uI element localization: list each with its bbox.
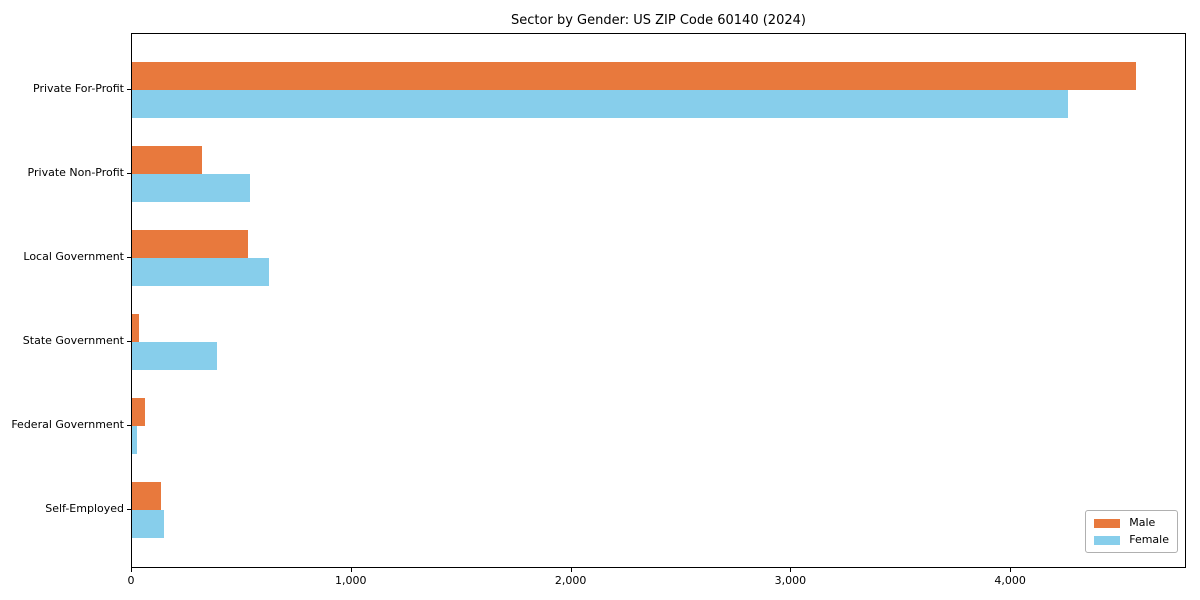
x-tick-mark — [570, 568, 572, 572]
bar-female-state-government — [132, 342, 217, 370]
y-tick-mark — [127, 89, 131, 90]
y-tick-label-state-government: State Government — [22, 334, 124, 347]
y-tick-label-local-government: Local Government — [23, 250, 124, 263]
bar-female-local-government — [132, 258, 269, 286]
bar-male-private-non-profit — [132, 146, 202, 174]
y-tick-label-self-employed: Self-Employed — [45, 502, 124, 515]
x-tick-label-0: 0 — [127, 574, 135, 587]
bar-male-self-employed — [132, 482, 161, 510]
y-tick-mark — [127, 257, 131, 258]
legend-swatch-female — [1094, 535, 1121, 545]
bar-female-private-for-profit — [132, 90, 1068, 118]
y-tick-mark — [127, 509, 131, 510]
legend-item-female: Female — [1094, 533, 1169, 547]
legend: Male Female — [1085, 510, 1178, 553]
bar-male-federal-government — [132, 398, 145, 426]
bar-female-self-employed — [132, 510, 164, 538]
y-tick-label-private-non-profit: Private Non-Profit — [27, 166, 124, 179]
x-tick-label-4-000: 4,000 — [994, 574, 1026, 587]
legend-label-male: Male — [1129, 516, 1156, 529]
y-tick-mark — [127, 173, 131, 174]
legend-item-male: Male — [1094, 516, 1169, 530]
plot-area: Male Female — [131, 33, 1186, 568]
chart-title: Sector by Gender: US ZIP Code 60140 (202… — [511, 13, 806, 28]
y-tick-label-private-for-profit: Private For-Profit — [33, 82, 124, 95]
x-tick-label-3-000: 3,000 — [774, 574, 807, 587]
bar-female-private-non-profit — [132, 174, 250, 202]
x-tick-label-2-000: 2,000 — [554, 574, 587, 587]
x-tick-mark — [790, 568, 792, 572]
x-tick-label-1-000: 1,000 — [335, 574, 367, 587]
bar-female-federal-government — [132, 426, 137, 454]
y-tick-mark — [127, 341, 131, 342]
y-tick-label-federal-government: Federal Government — [11, 418, 124, 431]
bar-male-state-government — [132, 314, 139, 342]
x-tick-mark — [131, 568, 132, 572]
x-tick-mark — [350, 568, 352, 572]
legend-swatch-male — [1094, 518, 1121, 528]
legend-label-female: Female — [1129, 533, 1169, 546]
x-tick-mark — [1010, 568, 1012, 572]
bar-male-private-for-profit — [132, 62, 1136, 90]
bar-male-local-government — [132, 230, 248, 258]
y-tick-mark — [127, 425, 131, 426]
